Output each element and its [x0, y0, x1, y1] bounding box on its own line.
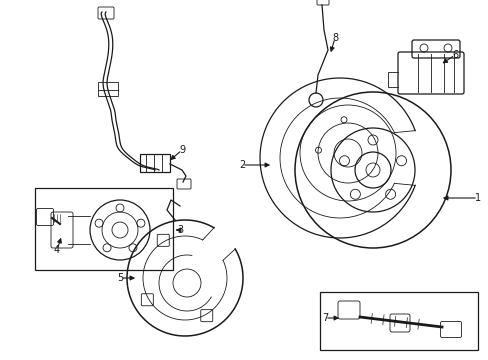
Bar: [319, 292, 477, 350]
Text: 6: 6: [451, 50, 457, 60]
Text: 7: 7: [321, 313, 327, 323]
Text: 5: 5: [117, 273, 123, 283]
Text: 3: 3: [177, 225, 183, 235]
Bar: [140, 154, 170, 172]
Text: 9: 9: [179, 145, 184, 155]
Bar: [35, 188, 173, 270]
Text: 4: 4: [54, 245, 60, 255]
Text: 1: 1: [474, 193, 480, 203]
Text: 8: 8: [331, 33, 337, 43]
Bar: [98, 82, 118, 96]
Text: 2: 2: [238, 160, 244, 170]
